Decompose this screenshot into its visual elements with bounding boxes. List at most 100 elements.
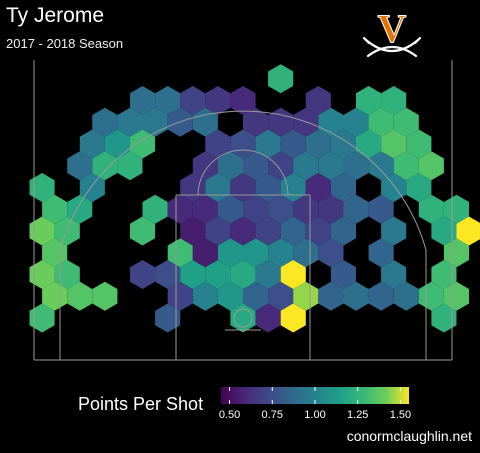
hexbin-cell [29,303,55,333]
hexbin-cell [205,129,231,159]
hexbin-cell [443,194,469,224]
hexbin-cell [155,260,181,289]
virginia-logo: V [362,6,422,58]
hexbin-cell [318,238,344,268]
hexbin-cell [268,107,294,137]
hexbin-cell [255,260,281,289]
colorbar-label: Points Per Shot [78,394,204,414]
hexbin-cell [368,151,394,181]
hexbin-cell [230,303,256,333]
hexbin-cell [255,303,281,333]
hexbin-cell [443,238,469,268]
hexbin-cell [167,238,193,268]
hexbin-cell [406,173,432,202]
hexbin-cell [205,216,231,246]
hexbin-cell [104,129,130,159]
hexbin-cell [67,281,93,311]
hexbin-cell [243,151,269,181]
hexbin-cell [167,281,193,311]
hexbin-cell [29,260,55,289]
hexbin-cell [368,194,394,224]
hexbin-cell [155,303,181,333]
hexbin-cell [230,216,256,246]
hexbin-cell [456,216,480,246]
hexbin-cell [268,194,294,224]
hexbin-cell [343,281,369,311]
hexbin-cell [393,107,419,137]
hexbin-cell [255,216,281,246]
hexbin-cell [192,107,218,137]
hexbin-cell [305,216,331,246]
hexbin-cell [368,238,394,268]
hexbin-cell [92,151,118,181]
hexbin-cell [142,194,168,224]
hexbin-cell [180,260,206,289]
hexbin-cell [293,194,319,224]
hexbin-cell [217,238,243,268]
hexbin-cell [243,107,269,137]
hexbin-cell [330,216,356,246]
hexbin-cell [381,216,407,246]
hexbin-cell [180,216,206,246]
free-throw-circle [197,149,289,196]
hexbin-cell [330,173,356,202]
hexbin-cell [268,64,294,94]
hexbin-cell [443,281,469,311]
hexbin-cell [155,86,181,115]
hexbin-cell [205,86,231,115]
hexbin-cell [330,129,356,159]
hoop [233,308,253,328]
hexbin-cell [418,151,444,181]
hexbin-layer [29,64,480,333]
three-point-arc [59,110,427,251]
hexbin-cell [293,107,319,137]
hexbin-cell [381,86,407,115]
hexbin-cell [167,194,193,224]
hexbin-cell [117,107,143,137]
hexbin-cell [67,151,93,181]
hexbin-cell [293,151,319,181]
hexbin-cell [217,281,243,311]
hexbin-cell [268,151,294,181]
hexbin-cell [318,194,344,224]
hexbin-cell [318,151,344,181]
hexbin-cell [268,238,294,268]
hexbin-cell [356,86,382,115]
hexbin-cell [418,194,444,224]
hexbin-cell [42,281,68,311]
hexbin-cell [42,194,68,224]
hexbin-cell [293,238,319,268]
credit-text: conormclaughlin.net [346,428,472,444]
hexbin-cell [280,216,306,246]
hexbin-cell [381,260,407,289]
hexbin-cell [29,173,55,202]
hexbin-cell [192,238,218,268]
hexbin-cell [305,173,331,202]
hexbin-cell [368,281,394,311]
hexbin-cell [29,216,55,246]
hexbin-cell [130,86,156,115]
hexbin-cell [217,194,243,224]
hexbin-cell [330,260,356,289]
hexbin-cell [192,281,218,311]
hexbin-cell [54,216,80,246]
hexbin-cell [268,281,294,311]
hexbin-cell [406,129,432,159]
hexbin-cell [243,281,269,311]
hexbin-cell [230,129,256,159]
crossed-sabres-icon [362,36,422,58]
hexbin-cell [280,303,306,333]
hexbin-cell [255,129,281,159]
hexbin-cell [280,129,306,159]
hexbin-cell [230,86,256,115]
hexbin-cell [393,151,419,181]
hexbin-cell [356,129,382,159]
hexbin-cell [318,281,344,311]
hexbin-cell [130,216,156,246]
hexbin-cell [368,107,394,137]
hexbin-cell [243,194,269,224]
hexbin-cell [167,107,193,137]
court-lines [33,60,453,361]
chart-title: Ty Jerome [6,4,105,27]
